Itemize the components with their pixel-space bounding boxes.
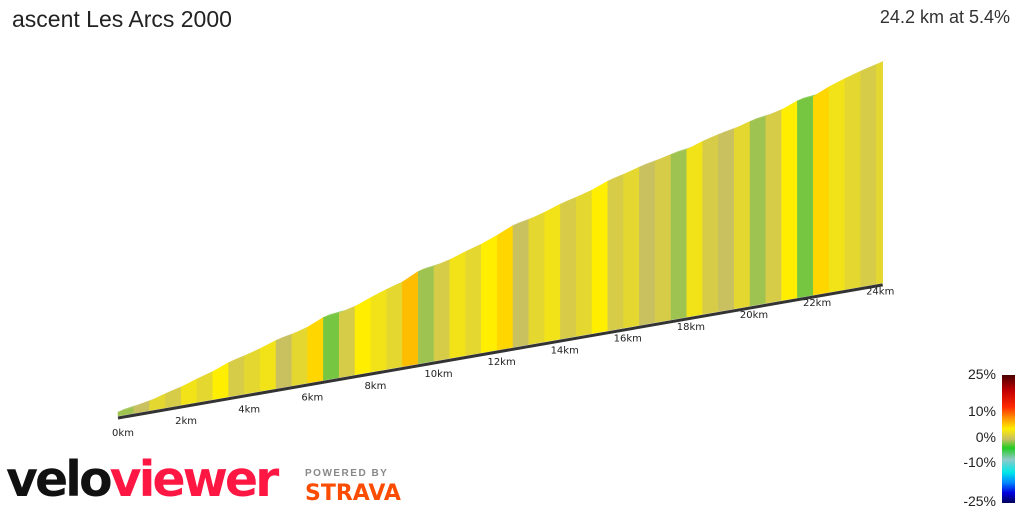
legend-label: -10% (963, 454, 996, 470)
profile-top-face (418, 263, 440, 272)
profile-slice (670, 149, 688, 321)
profile-slice (591, 180, 609, 334)
profile-slice (386, 281, 403, 370)
climb-summary: 24.2 km at 5.4% (879, 7, 1010, 27)
legend-label: 10% (967, 403, 996, 419)
legend-label: 0% (975, 429, 996, 445)
chart-title: ascent Les Arcs 2000 (12, 6, 232, 32)
profile-slice (212, 362, 229, 400)
profile-slice (496, 225, 514, 351)
x-tick-label: 22km (803, 298, 831, 309)
x-tick-label: 14km (551, 345, 579, 356)
profile-slice (781, 100, 798, 301)
profile-slice (765, 109, 782, 304)
profile-slice (528, 211, 545, 345)
profile-slice (291, 326, 308, 387)
profile-slice (512, 219, 530, 348)
profile-slice (465, 243, 482, 356)
profile-slice (354, 297, 372, 376)
profile-slice (560, 197, 577, 340)
profile-slice (544, 203, 561, 343)
profile-slice (196, 371, 214, 403)
profile-slice (180, 378, 198, 406)
profile-top-face (671, 146, 693, 155)
gradient-legend: 25% 10% 0% -10% -25% (940, 365, 1024, 512)
profile-slice (812, 86, 830, 296)
x-tick-label: 6km (301, 393, 323, 404)
profile-slice (370, 288, 387, 373)
profile-slice (654, 154, 672, 323)
strava-logo[interactable]: STRAVA (305, 481, 401, 506)
powered-by-label: POWERED BY (305, 468, 389, 479)
x-tick-label: 4km (238, 404, 260, 415)
profile-slice (639, 160, 656, 326)
profile-slice (433, 259, 451, 362)
x-tick-label: 2km (175, 416, 197, 427)
legend-label: -25% (963, 493, 996, 509)
x-tick-label: 0km (112, 428, 134, 439)
x-tick-label: 12km (487, 357, 515, 368)
profile-slice (149, 393, 166, 411)
profile-slice (575, 189, 593, 337)
profile-slice (607, 174, 624, 332)
profile-slice (733, 121, 751, 310)
x-tick-label: 16km (614, 334, 642, 345)
profile-slice (338, 306, 356, 378)
profile-slice (702, 134, 719, 315)
x-tick-label: 8km (364, 381, 386, 392)
profile-slice (860, 64, 877, 288)
profile-top-face (797, 93, 820, 101)
profile-slice (165, 386, 182, 409)
profile-slice (417, 265, 435, 365)
profile-slice (275, 334, 293, 389)
x-tick-label: 24km (866, 286, 894, 297)
profile-slice (323, 312, 340, 381)
profile-slice (623, 166, 640, 329)
x-tick-label: 18km (677, 322, 705, 333)
distance-axis: 0km 2km 4km 6km 8km 10km 12km 14km 16km 18km 20km 2… (112, 283, 894, 439)
profile-slice (686, 140, 703, 318)
profile-slice (749, 116, 767, 307)
legend-label: 25% (967, 366, 996, 382)
profile-slice (844, 70, 861, 290)
profile-slices (117, 58, 889, 417)
profile-top-face (118, 403, 140, 412)
profile-slice (244, 348, 261, 395)
profile-top-face (750, 113, 772, 122)
profile-slice (876, 61, 883, 285)
profile-top-face (323, 310, 346, 318)
profile-slice (718, 128, 735, 312)
x-tick-label: 10km (424, 369, 452, 380)
x-tick-label: 20km (740, 310, 768, 321)
profile-slice (259, 339, 277, 392)
profile-slice (481, 234, 498, 354)
profile-slice (307, 316, 324, 384)
profile-slice (449, 251, 466, 359)
profile-slice (402, 270, 419, 367)
gradient-colorbar (1002, 375, 1015, 503)
profile-slice (797, 96, 814, 299)
profile-slice (828, 78, 846, 293)
veloviewer-logo[interactable]: veloviewer (6, 451, 279, 508)
axis-baseline (117, 283, 883, 420)
profile-slice (228, 355, 245, 398)
